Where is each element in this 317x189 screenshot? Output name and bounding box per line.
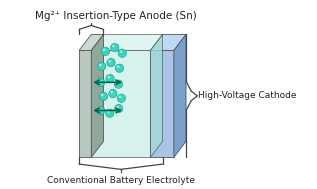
Circle shape — [98, 108, 101, 110]
Circle shape — [106, 109, 114, 117]
Polygon shape — [150, 34, 163, 157]
Circle shape — [107, 111, 110, 113]
Circle shape — [114, 105, 123, 113]
Circle shape — [108, 60, 111, 63]
Polygon shape — [91, 34, 163, 50]
Circle shape — [99, 64, 102, 66]
Text: Conventional Battery Electrolyte: Conventional Battery Electrolyte — [47, 176, 195, 185]
Circle shape — [112, 45, 115, 47]
Circle shape — [118, 49, 126, 57]
Circle shape — [110, 91, 113, 93]
Circle shape — [99, 92, 107, 101]
Text: Mg²⁺ Insertion-Type Anode (Sn): Mg²⁺ Insertion-Type Anode (Sn) — [35, 11, 197, 21]
Circle shape — [117, 65, 120, 68]
Circle shape — [119, 95, 121, 98]
Circle shape — [114, 80, 123, 88]
Circle shape — [98, 80, 101, 82]
Polygon shape — [174, 34, 186, 157]
Circle shape — [107, 76, 110, 78]
Circle shape — [111, 43, 119, 52]
Circle shape — [106, 74, 114, 83]
Polygon shape — [150, 34, 186, 50]
Circle shape — [120, 50, 122, 53]
Circle shape — [117, 94, 126, 102]
Circle shape — [98, 62, 106, 70]
Polygon shape — [91, 34, 103, 157]
Circle shape — [97, 78, 105, 86]
Circle shape — [103, 49, 106, 51]
Circle shape — [115, 64, 124, 72]
Circle shape — [101, 47, 109, 56]
Circle shape — [116, 81, 119, 84]
Circle shape — [109, 89, 117, 98]
Circle shape — [116, 106, 119, 108]
Polygon shape — [79, 50, 91, 157]
Polygon shape — [79, 34, 103, 50]
Polygon shape — [91, 50, 150, 157]
Circle shape — [101, 94, 104, 96]
Polygon shape — [150, 50, 174, 157]
Circle shape — [107, 58, 115, 67]
Circle shape — [97, 106, 105, 115]
Text: High-Voltage Cathode: High-Voltage Cathode — [198, 91, 297, 100]
